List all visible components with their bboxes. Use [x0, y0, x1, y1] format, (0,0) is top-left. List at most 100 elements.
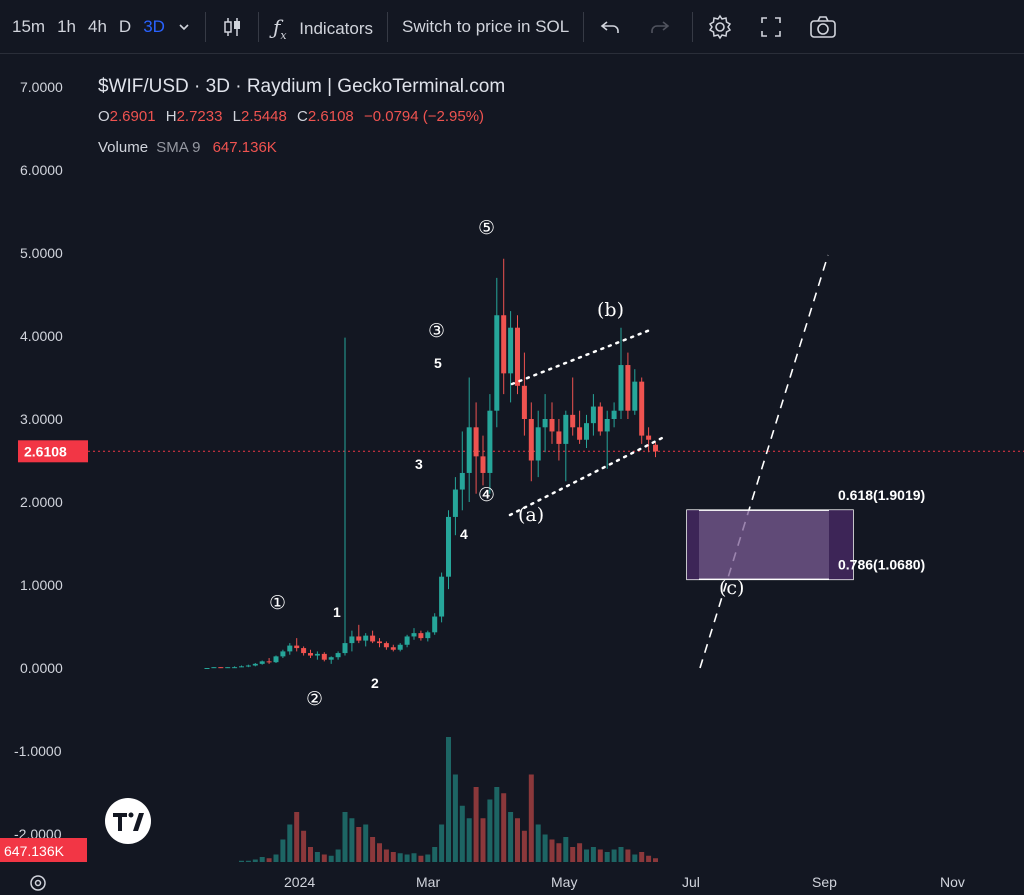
candle-body — [625, 365, 631, 411]
candle-body — [356, 636, 362, 641]
x-tick-label: Mar — [416, 874, 440, 890]
timeframe-3d[interactable]: 3D — [143, 16, 165, 36]
volume-bar — [314, 852, 320, 862]
candle-body — [328, 657, 334, 660]
candle-body — [252, 663, 258, 666]
candle-body — [370, 635, 376, 642]
volume-bar — [252, 859, 258, 862]
toolbar-divider — [387, 11, 388, 42]
switch-price-sol-button[interactable]: Switch to price in SOL — [402, 16, 570, 36]
fib-label-786: 0.786(1.0680) — [838, 556, 925, 572]
wave-label-circled-4: ④ — [478, 484, 495, 506]
candle-body — [639, 381, 645, 436]
close-label: C — [297, 108, 308, 125]
timeframe-1h[interactable]: 1h — [57, 16, 76, 36]
volume-bar — [494, 787, 500, 862]
candle-body — [363, 635, 369, 641]
volume-bar — [356, 827, 362, 862]
candle-body — [542, 419, 548, 428]
indicators-button[interactable]: ƒx Indicators — [267, 0, 379, 54]
candle-body — [473, 427, 479, 457]
sma-label: SMA 9 — [156, 139, 200, 156]
candle-body — [204, 668, 210, 669]
fib-label-618: 0.618(1.9019) — [838, 487, 925, 503]
toolbar-divider — [257, 11, 259, 42]
undo-icon[interactable] — [592, 0, 628, 54]
volume-bar — [425, 854, 431, 862]
wave-label-3: 3 — [415, 456, 423, 472]
candle-body — [584, 423, 589, 440]
y-tick-label: -1.0000 — [14, 743, 62, 759]
price-chart[interactable]: 7.0000 6.0000 5.0000 4.0000 3.0000 2.000… — [0, 54, 1024, 866]
volume-bar — [521, 830, 527, 862]
volume-bar — [301, 830, 307, 862]
candle-body — [570, 414, 576, 428]
toolbar-divider — [204, 11, 206, 42]
change-value: −0.0794 (−2.95%) — [364, 108, 484, 125]
candle-body — [273, 656, 279, 663]
candle-body — [556, 431, 562, 444]
candle-body — [377, 641, 382, 644]
volume-bar — [273, 854, 279, 862]
wave-label-2: 2 — [371, 675, 379, 691]
candle-body — [259, 661, 265, 664]
y-tick-label: 0.0000 — [20, 660, 63, 676]
timeframe-dropdown-chevron-icon[interactable] — [171, 0, 197, 54]
candle-body — [335, 653, 341, 658]
candle-body — [439, 576, 445, 617]
channel-lower-line — [508, 434, 668, 517]
volume-bar — [625, 849, 631, 862]
redo-icon[interactable] — [642, 0, 678, 54]
camera-icon[interactable] — [803, 0, 843, 54]
volume-bar — [397, 853, 403, 862]
function-icon: ƒx — [272, 14, 287, 42]
volume-bar — [411, 853, 417, 862]
candle-style-icon[interactable] — [214, 0, 250, 54]
volume-bars — [239, 737, 658, 862]
candle-body — [342, 643, 348, 654]
toolbar-divider — [692, 11, 694, 42]
toolbar-divider — [583, 11, 585, 42]
timeframe-d[interactable]: D — [118, 16, 132, 36]
volume-bar — [604, 852, 610, 862]
wave-label-circled-3: ③ — [428, 320, 445, 342]
candle-body — [611, 410, 617, 419]
fullscreen-icon[interactable] — [753, 0, 789, 54]
y-tick-label: 1.0000 — [20, 577, 63, 593]
volume-bar — [501, 793, 507, 862]
settings-gear-icon[interactable] — [701, 0, 739, 54]
volume-bar — [556, 843, 562, 862]
candle-body — [245, 665, 251, 667]
chart-legend: $WIF/USD · 3D · Raydium | GeckoTerminal.… — [98, 76, 505, 156]
volume-bar — [584, 849, 589, 862]
candle-body — [218, 667, 224, 669]
volume-bar — [446, 737, 451, 862]
volume-bar — [466, 818, 472, 862]
volume-bar — [577, 843, 583, 862]
timeframe-15m[interactable]: 15m — [12, 16, 46, 36]
fib-target-zone — [686, 509, 854, 581]
candle-body — [404, 636, 410, 645]
volume-bar — [363, 824, 369, 862]
tradingview-logo[interactable] — [105, 798, 151, 844]
wave-label-4: 4 — [460, 526, 468, 542]
y-axis: 7.0000 6.0000 5.0000 4.0000 3.0000 2.000… — [14, 79, 63, 842]
candle-body — [646, 435, 652, 440]
settings-icon[interactable] — [30, 875, 46, 891]
candle-body — [494, 315, 500, 411]
timeframe-4h[interactable]: 4h — [88, 16, 107, 36]
candle-body — [418, 633, 424, 639]
volume-bar — [515, 818, 520, 862]
candle-body — [446, 516, 451, 577]
volume-bar — [239, 860, 244, 862]
candle-body — [232, 667, 238, 669]
volume-bar — [473, 787, 479, 862]
time-axis[interactable]: 2024 Mar May Jul Sep Nov — [0, 866, 1024, 895]
y-tick-label: 7.0000 — [20, 79, 63, 95]
last-price-label: 2.6108 — [24, 443, 67, 459]
candle-body — [653, 444, 658, 452]
candle-body — [349, 636, 355, 644]
volume-bar — [653, 858, 658, 862]
volume-bar — [480, 818, 486, 862]
candle-body — [225, 667, 231, 669]
